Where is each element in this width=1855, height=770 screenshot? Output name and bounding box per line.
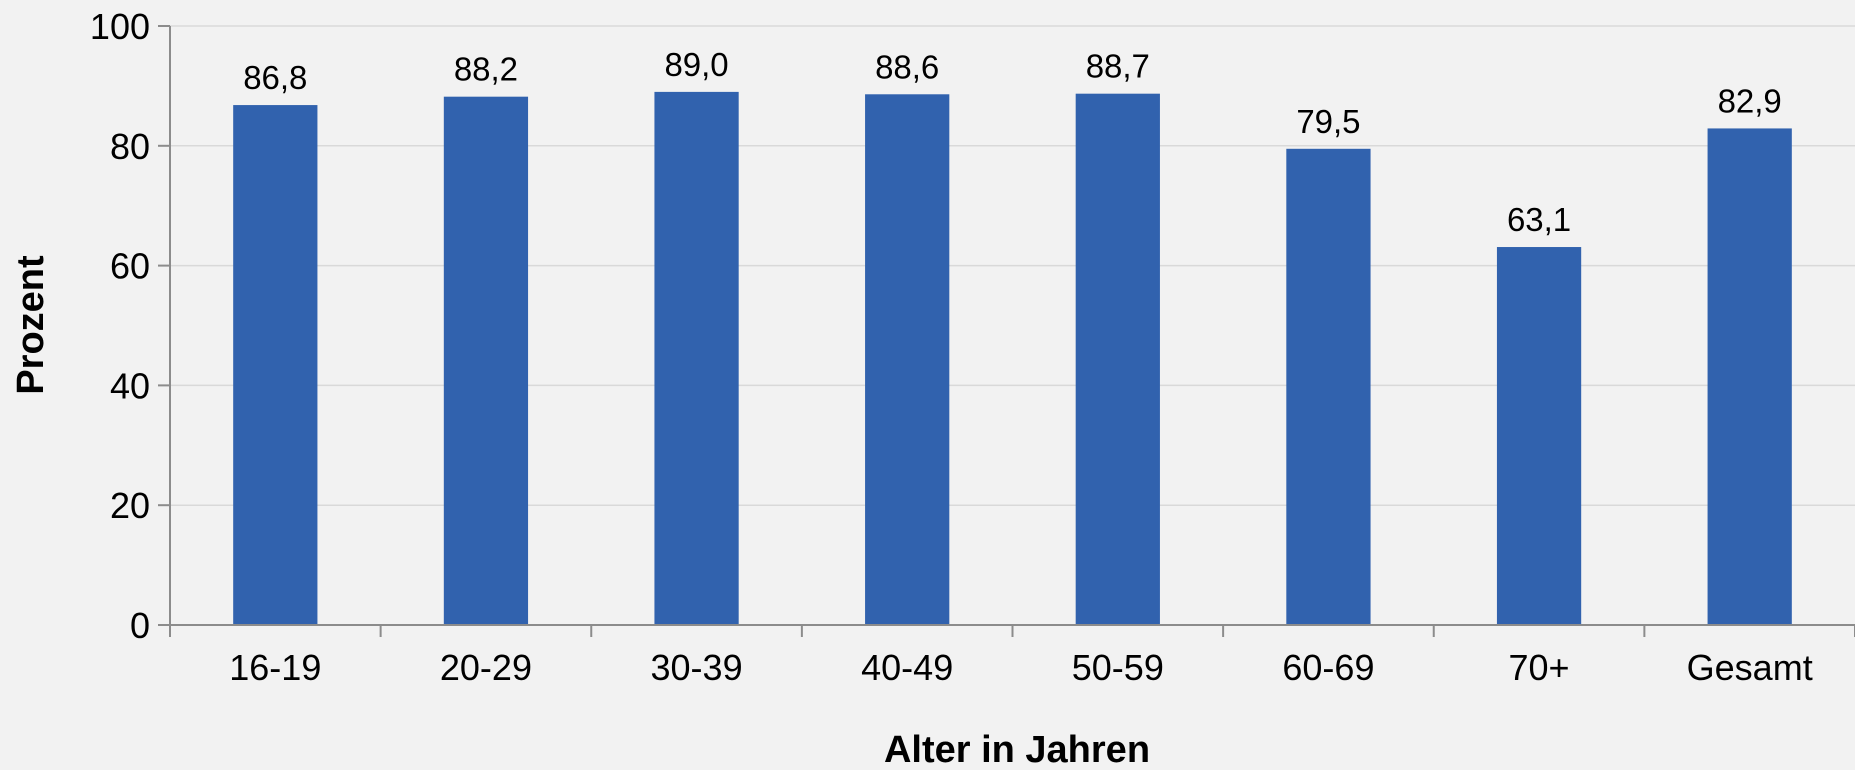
bar (1496, 247, 1582, 625)
x-tick-label: 60-69 (1282, 647, 1374, 688)
bar (865, 94, 950, 625)
y-tick-label: 20 (110, 485, 150, 526)
bars (233, 91, 1792, 626)
x-tick-label: 70+ (1509, 647, 1570, 688)
y-tick-label: 60 (110, 246, 150, 287)
bar (443, 96, 529, 625)
bar (233, 105, 318, 626)
x-tick-label: 16-19 (229, 647, 321, 688)
axes (158, 25, 1855, 637)
bar (1286, 148, 1371, 626)
x-tick-label: Gesamt (1687, 647, 1813, 688)
y-axis-title: Prozent (10, 255, 52, 395)
x-axis-title: Alter in Jahren (884, 729, 1150, 765)
bar (1707, 128, 1792, 625)
data-label: 88,2 (454, 51, 518, 88)
y-tick-label: 80 (110, 126, 150, 167)
x-tick-label: 40-49 (861, 647, 953, 688)
data-label: 82,9 (1718, 82, 1782, 119)
data-label: 88,6 (875, 48, 939, 85)
data-label: 79,5 (1296, 103, 1360, 140)
x-tick-label: 20-29 (440, 647, 532, 688)
y-tick-label: 0 (130, 605, 150, 646)
data-label: 89,0 (664, 46, 728, 83)
y-tick-label: 40 (110, 365, 150, 406)
x-tick-label: 50-59 (1072, 647, 1164, 688)
data-label: 63,1 (1507, 201, 1571, 238)
bar (654, 91, 739, 625)
y-tick-label: 100 (90, 6, 150, 47)
bar (1075, 93, 1160, 625)
labels: 0 20 40 60 80 100 86,8 16-19 88,2 20-29 89,0 30-39 8… (90, 6, 1813, 688)
data-label: 88,7 (1086, 48, 1150, 85)
x-tick-label: 30-39 (651, 647, 743, 688)
data-label: 86,8 (243, 59, 307, 96)
gridlines (170, 25, 1855, 506)
